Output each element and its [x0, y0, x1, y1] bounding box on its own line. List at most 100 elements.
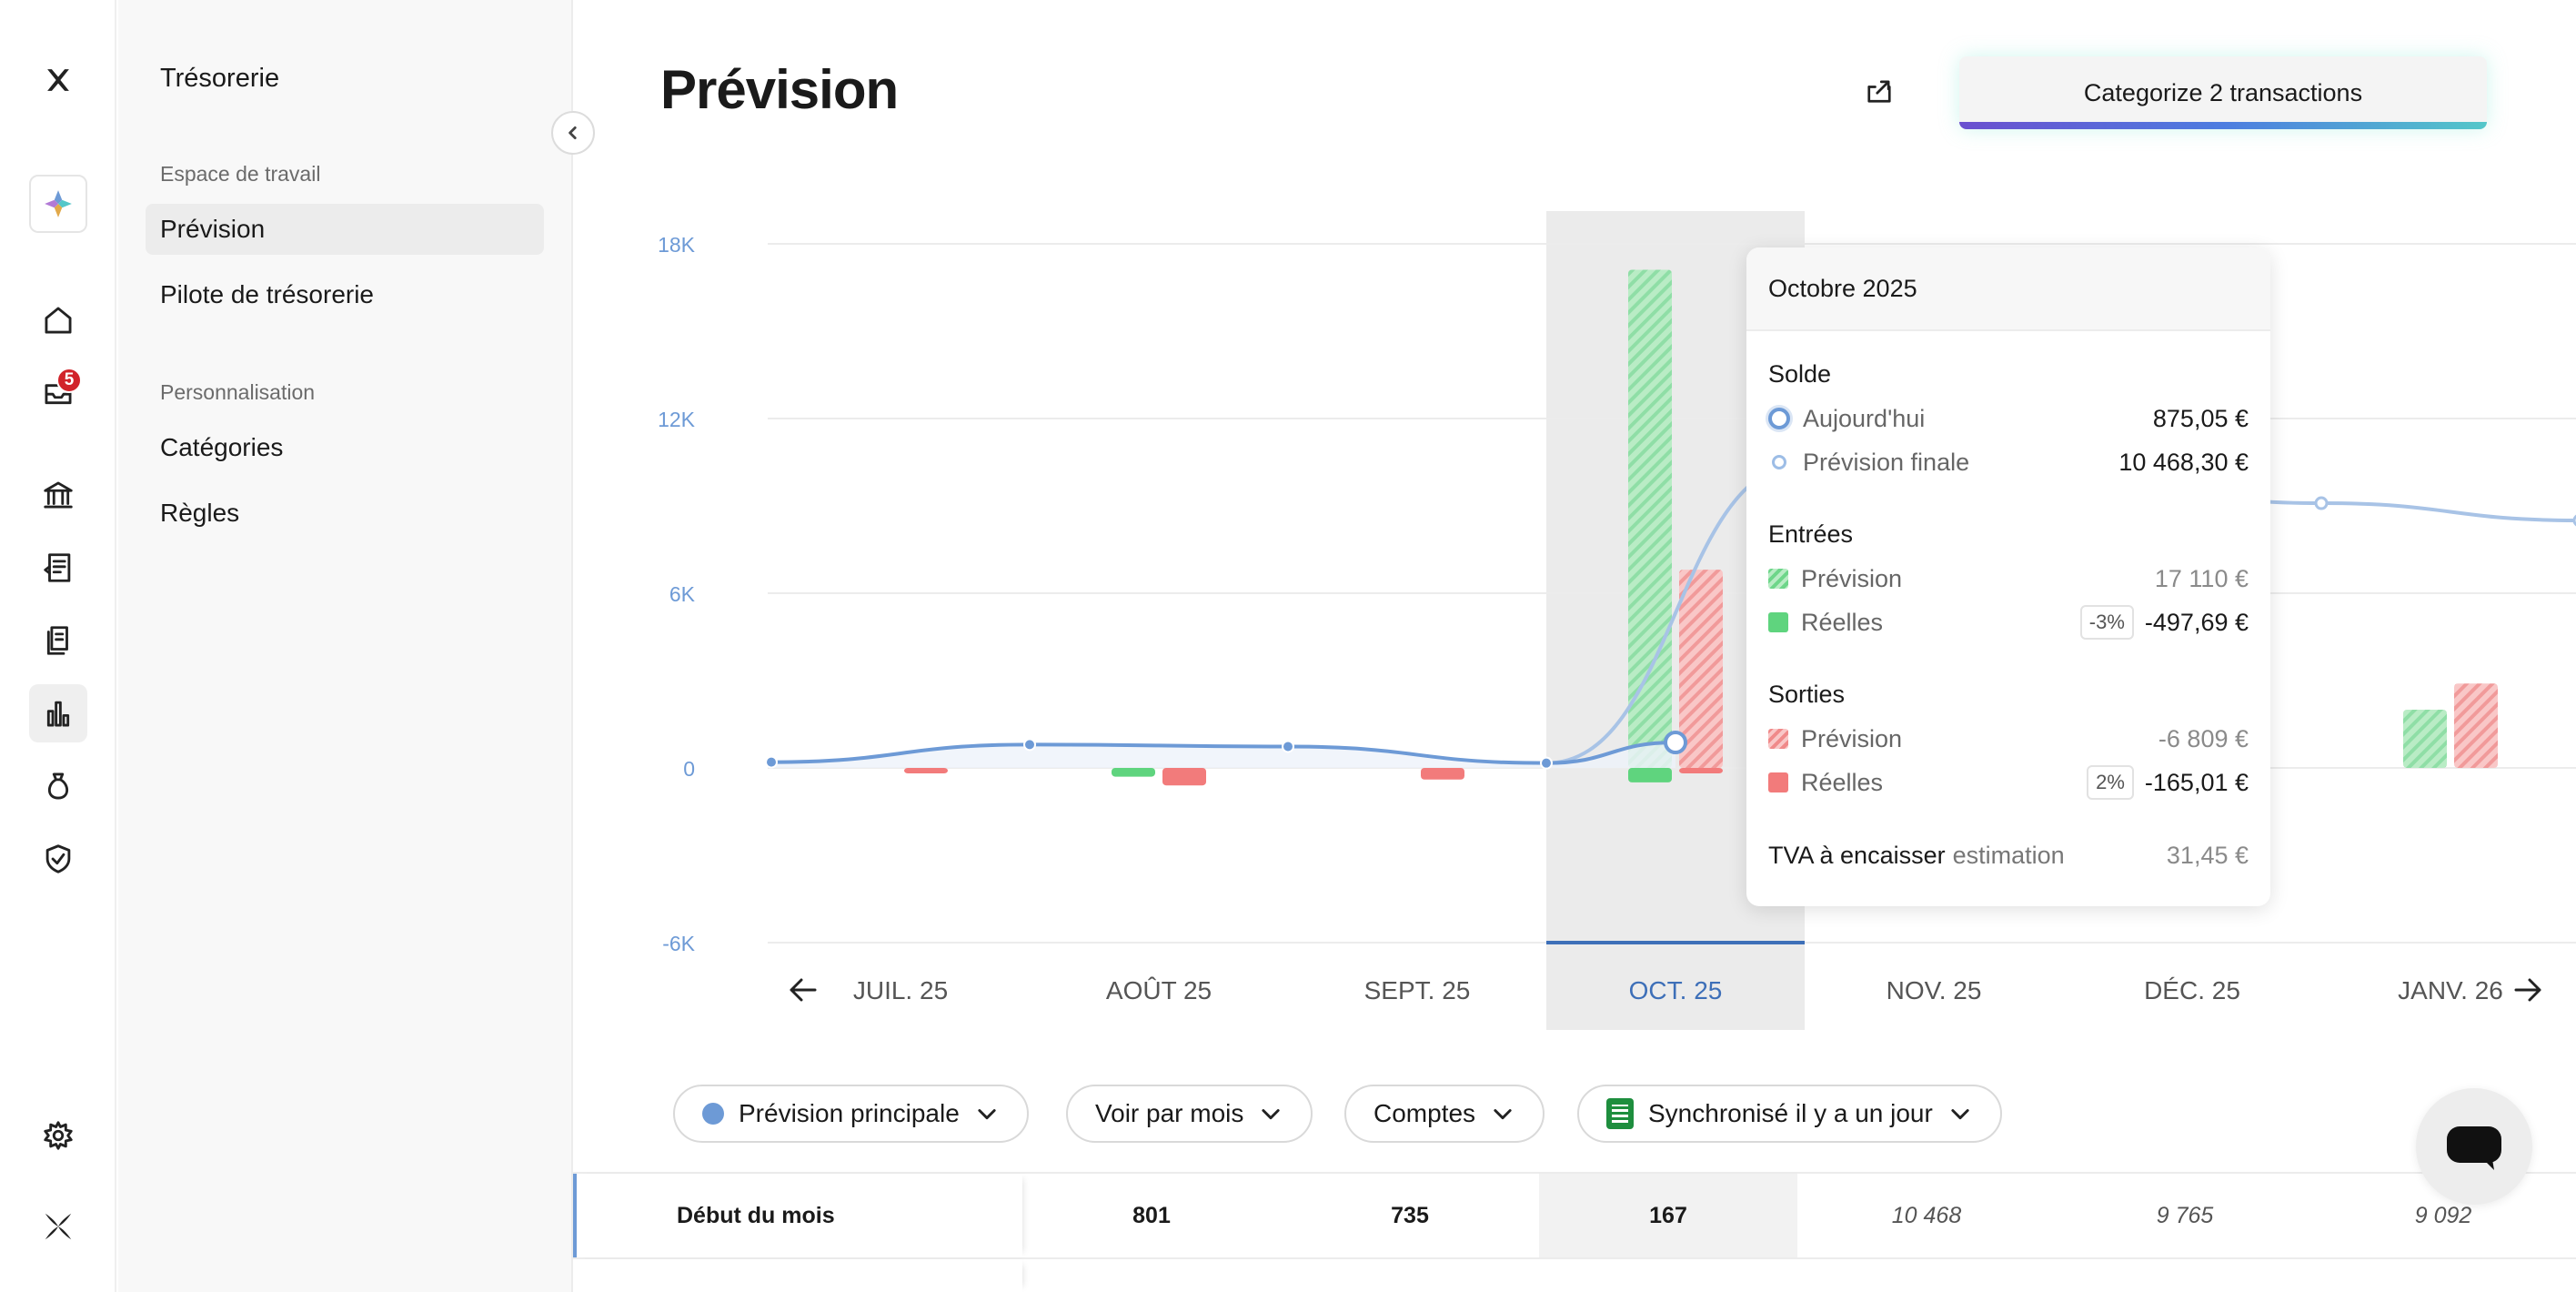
bar-entrees-prevision[interactable] [1628, 269, 1672, 769]
brand-logo-icon[interactable] [29, 1197, 87, 1256]
sorties-pct-chip: 2% [2087, 765, 2134, 800]
chevron-down-icon [1494, 1109, 1512, 1120]
green-swatch [1768, 612, 1788, 632]
table-cell: 10 468 [1891, 1202, 1962, 1228]
sheets-icon [1606, 1098, 1634, 1129]
view-dropdown[interactable]: Voir par mois [1066, 1085, 1313, 1143]
x-tick-label[interactable]: OCT. 25 [1629, 976, 1723, 1004]
shield-check-icon[interactable] [29, 830, 87, 888]
forecast-marker-icon [1772, 455, 1786, 469]
table-cell: 167 [1539, 1174, 1797, 1257]
red-hatched-swatch [1768, 729, 1788, 749]
chevron-down-icon [1262, 1109, 1281, 1120]
bar-sorties-prevision[interactable] [1679, 570, 1723, 768]
balance-point[interactable] [1023, 738, 1036, 752]
next-period-arrow[interactable] [2514, 978, 2541, 1002]
chart-icon[interactable] [29, 684, 87, 742]
tva-value: 31,45 € [2166, 841, 2249, 869]
collapse-sidebar-button[interactable] [551, 111, 595, 155]
sidebar-item-regles[interactable]: Règles [160, 499, 240, 527]
invoice-icon[interactable] [29, 539, 87, 597]
x-tick-label[interactable]: NOV. 25 [1887, 976, 1982, 1004]
sidebar-item-pilote[interactable]: Pilote de trésorerie [160, 280, 375, 308]
x-tick-label[interactable]: DÉC. 25 [2144, 976, 2240, 1004]
section-label-workspace: Espace de travail [160, 162, 321, 186]
month-tooltip: Octobre 2025 Solde Aujourd'hui 875,05 € … [1746, 247, 2270, 906]
bar-sorties-reelles[interactable] [1679, 768, 1723, 773]
y-tick-label: 18K [658, 233, 696, 257]
bar-sorties-prevision[interactable] [2454, 683, 2498, 768]
x-tick-label[interactable]: SEPT. 25 [1364, 976, 1471, 1004]
categorize-transactions-button[interactable]: Categorize 2 transactions [1959, 56, 2487, 129]
accounts-label: Comptes [1374, 1099, 1476, 1127]
sidebar-item-prevision[interactable]: Prévision [146, 204, 544, 255]
today-point[interactable] [1664, 730, 1687, 754]
tooltip-final-row: Prévision finale 10 468,30 € [1768, 444, 2249, 480]
entrees-real-value: -497,69 € [2144, 608, 2249, 636]
accounts-dropdown[interactable]: Comptes [1344, 1085, 1545, 1143]
export-icon [1867, 80, 1891, 103]
page-title: Prévision [660, 59, 899, 120]
today-marker-icon [1768, 408, 1790, 429]
balance-point[interactable] [1540, 756, 1553, 770]
bar-entrees-reelles[interactable] [1628, 768, 1672, 782]
tooltip-sorties-real-row: Réelles 2% -165,01 € [1768, 764, 2249, 801]
bar-sorties-reelles[interactable] [1162, 768, 1206, 786]
x-tick-label[interactable]: JUIL. 25 [853, 976, 948, 1004]
bar-sorties-reelles[interactable] [1421, 768, 1464, 780]
table-cell: 9 765 [2156, 1202, 2214, 1228]
balance-point[interactable] [1282, 740, 1294, 753]
settings-icon[interactable] [29, 1106, 87, 1165]
money-bag-icon[interactable] [29, 757, 87, 815]
tooltip-tva-row: TVA à encaisser estimation 31,45 € [1768, 837, 2249, 873]
sorties-prev-value: -6 809 € [2158, 724, 2249, 752]
chevron-down-icon [978, 1109, 996, 1120]
today-value: 875,05 € [2152, 404, 2249, 432]
prev-period-arrow[interactable] [790, 978, 817, 1002]
entrees-prev-label: Prévision [1801, 564, 1903, 592]
balance-point[interactable] [765, 755, 778, 769]
chat-button[interactable] [2416, 1088, 2532, 1205]
secondary-sidebar: Trésorerie Espace de travail Prévision P… [118, 0, 573, 1292]
bar-entrees-reelles[interactable] [1112, 768, 1155, 777]
x-tick-label[interactable]: AOÛT 25 [1106, 976, 1212, 1004]
y-tick-label: 12K [658, 408, 696, 431]
home-icon[interactable] [29, 291, 87, 349]
scenario-dot-icon [702, 1103, 724, 1125]
tooltip-entrees-heading: Entrées [1768, 520, 1854, 548]
sidebar-item-categories[interactable]: Catégories [160, 433, 284, 461]
tooltip-sorties-heading: Sorties [1768, 681, 1846, 708]
tva-label: TVA à encaisser [1768, 841, 1946, 869]
entrees-prev-value: 17 110 € [2154, 564, 2249, 592]
bank-icon[interactable] [29, 466, 87, 524]
inbox-icon[interactable]: 5 [29, 364, 87, 422]
tooltip-today-row: Aujourd'hui 875,05 € [1768, 400, 2249, 437]
final-value: 10 468,30 € [2118, 448, 2249, 476]
final-label: Prévision finale [1803, 448, 1970, 476]
table-cell: 801 [1132, 1202, 1171, 1228]
table-frozen-column [573, 1259, 1022, 1292]
documents-icon[interactable] [29, 611, 87, 670]
main-content: Prévision Categorize 2 transactions 18K 1… [575, 0, 2576, 1292]
app-logo-icon[interactable] [29, 51, 87, 109]
x-tick-label[interactable]: JANV. 26 [2398, 976, 2503, 1004]
sorties-real-value: -165,01 € [2144, 768, 2249, 796]
bar-sorties-reelles[interactable] [904, 768, 948, 773]
export-button[interactable] [1857, 69, 1901, 113]
y-tick-label: 0 [683, 757, 695, 781]
sync-label: Synchronisé il y a un jour [1648, 1099, 1933, 1127]
forecast-point[interactable] [2314, 496, 2329, 510]
forecast-chart: 18K 12K 6K 0 -6K JUIL. 25 AOÛT 25 SEPT. 25 OCT.… [658, 211, 2576, 1030]
y-tick-label: -6K [662, 932, 695, 955]
sync-dropdown[interactable]: Synchronisé il y a un jour [1577, 1085, 2002, 1143]
green-hatched-swatch [1768, 569, 1788, 589]
table-cell: 735 [1391, 1202, 1429, 1228]
sorties-prev-label: Prévision [1801, 724, 1903, 752]
tooltip-entrees-real-row: Réelles -3% -497,69 € [1768, 604, 2249, 641]
scenario-dropdown[interactable]: Prévision principale [673, 1085, 1029, 1143]
table-row: Début du mois 801 735 167 10 468 9 765 9… [573, 1172, 2576, 1259]
sorties-real-label: Réelles [1801, 768, 1884, 796]
sidebar-title: Trésorerie [160, 64, 280, 93]
workspace-logo[interactable] [29, 175, 87, 233]
bar-entrees-prevision[interactable] [2403, 710, 2447, 768]
